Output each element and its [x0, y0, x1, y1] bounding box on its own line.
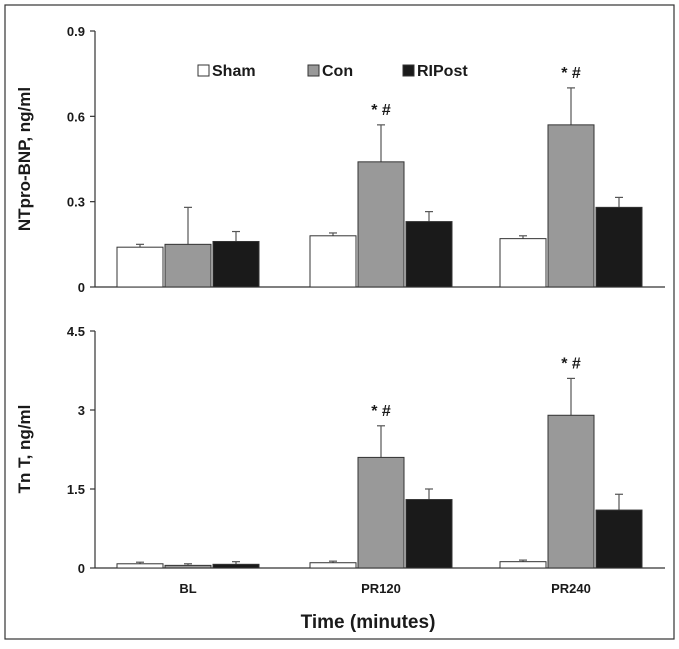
legend-label-ripost: RIPost [417, 63, 468, 80]
legend-swatch-con [307, 64, 320, 77]
legend: Sham Con RIPost [197, 63, 468, 80]
significance-annotation: * # [561, 355, 581, 372]
y-tick-label: 0.9 [67, 24, 85, 39]
bar-con-pr240 [547, 414, 595, 569]
bar-sham-pr240 [499, 238, 547, 288]
bar-con-pr120 [357, 161, 405, 288]
y-tick-label: 4.5 [67, 324, 85, 339]
bar-ripost-bl [212, 240, 260, 288]
x-tick-label: PR240 [551, 581, 591, 596]
bar-ripost-pr240 [595, 206, 643, 288]
y-axis-title: NTpro-BNP, ng/ml [15, 87, 34, 231]
bar-sham-pr120 [309, 235, 357, 288]
bar-ripost-bl [212, 563, 260, 569]
bar-ripost-pr120 [405, 499, 453, 569]
bar-sham-pr240 [499, 561, 547, 569]
bar-sham-bl [116, 563, 164, 569]
y-tick-label: 0 [78, 561, 85, 576]
significance-annotation: * # [371, 403, 391, 420]
y-axis-title: Tn T, ng/ml [15, 405, 34, 494]
bar-sham-pr120 [309, 562, 357, 569]
bar-con-pr240 [547, 124, 595, 288]
y-tick-label: 0.3 [67, 195, 85, 210]
legend-swatch-ripost [402, 64, 415, 77]
significance-annotation: * # [371, 102, 391, 119]
y-tick-label: 1.5 [67, 482, 85, 497]
significance-annotation: * # [561, 65, 581, 82]
legend-swatch-sham [197, 64, 210, 77]
y-tick-label: 3 [78, 403, 85, 418]
y-tick-label: 0.6 [67, 109, 85, 124]
x-tick-label: BL [179, 581, 196, 596]
legend-label-sham: Sham [212, 63, 256, 80]
x-tick-label: PR120 [361, 581, 401, 596]
x-axis-title: Time (minutes) [301, 612, 436, 633]
bar-ripost-pr240 [595, 509, 643, 569]
bar-sham-bl [116, 246, 164, 288]
bar-con-pr120 [357, 456, 405, 569]
bar-ripost-pr120 [405, 221, 453, 288]
bar-con-bl [164, 243, 212, 288]
bottom-panel: 0 1.5 3 4.5 Tn T, ng/ml * # * # BL PR120 PR240 [15, 324, 665, 596]
bar-con-bl [164, 564, 212, 569]
top-panel: 0 0.3 0.6 0.9 NTpro-BNP, ng/ml * # * # [15, 24, 665, 295]
y-tick-label: 0 [78, 280, 85, 295]
legend-label-con: Con [322, 63, 353, 80]
